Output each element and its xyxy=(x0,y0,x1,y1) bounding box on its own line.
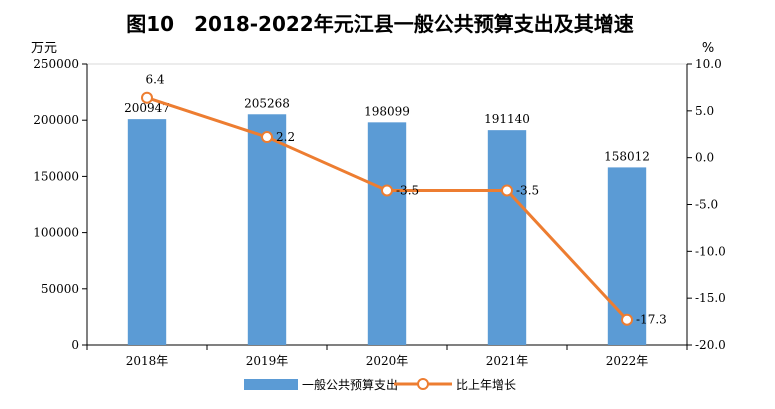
bar-labels: 200947 205268 198099 191140 158012 xyxy=(124,96,650,163)
bar xyxy=(367,122,407,345)
bar-series xyxy=(127,114,647,345)
line-labels: 6.4 2.2 -3.5 -3.5 -17.3 xyxy=(145,73,666,327)
right-tick-label: -15.0 xyxy=(695,291,726,305)
bar xyxy=(127,119,167,345)
x-tick-label: 2019年 xyxy=(246,354,289,368)
growth-value-label: -3.5 xyxy=(516,183,539,197)
legend: 一般公共预算支出 比上年增长 xyxy=(244,377,516,392)
legend-line-label: 比上年增长 xyxy=(456,378,516,392)
right-tick-label: -10.0 xyxy=(695,244,726,258)
bar-value-label: 158012 xyxy=(604,149,650,163)
growth-value-label: 2.2 xyxy=(276,130,295,144)
growth-value-label: 6.4 xyxy=(145,73,164,87)
bar-value-label: 205268 xyxy=(244,96,290,110)
bar-value-label: 200947 xyxy=(124,101,170,115)
right-axis-label: % xyxy=(702,41,714,56)
growth-value-label: -3.5 xyxy=(396,183,419,197)
chart-title: 图10 2018-2022年元江县一般公共预算支出及其增速 xyxy=(126,12,633,36)
bar xyxy=(487,130,527,345)
bar-value-label: 198099 xyxy=(364,104,410,118)
legend-bar-swatch xyxy=(244,379,298,390)
left-tick-label: 50000 xyxy=(41,282,79,296)
left-tick-label: 150000 xyxy=(33,169,79,183)
legend-bar-label: 一般公共预算支出 xyxy=(302,377,398,392)
right-tick-label: -5.0 xyxy=(695,198,718,212)
left-tick-label: 250000 xyxy=(33,57,79,71)
right-tick-label: 0.0 xyxy=(695,151,714,165)
growth-value-label: -17.3 xyxy=(636,313,667,327)
x-tick-label: 2020年 xyxy=(366,354,409,368)
x-tick-label: 2021年 xyxy=(486,354,529,368)
growth-point xyxy=(261,131,273,144)
legend-line-marker xyxy=(417,378,429,390)
right-tick-label: -20.0 xyxy=(695,338,726,352)
growth-point xyxy=(381,184,393,197)
right-axis-ticks: 10.0 5.0 0.0 -5.0 -10.0 -15.0 -20.0 xyxy=(687,57,726,352)
left-axis-ticks: 0 50000 100000 150000 200000 250000 xyxy=(33,57,87,352)
bar xyxy=(247,114,287,345)
x-axis-ticks: 2018年 2019年 2020年 2021年 2022年 xyxy=(86,345,688,368)
left-tick-label: 0 xyxy=(71,338,79,352)
left-axis-label: 万元 xyxy=(31,41,57,56)
growth-point xyxy=(501,184,513,197)
growth-point xyxy=(141,91,153,104)
line-series xyxy=(141,91,633,326)
x-tick-label: 2018年 xyxy=(126,354,169,368)
left-tick-label: 200000 xyxy=(33,113,79,127)
left-tick-label: 100000 xyxy=(33,226,79,240)
bar-value-label: 191140 xyxy=(484,112,530,126)
growth-point xyxy=(621,313,633,326)
right-tick-label: 5.0 xyxy=(695,104,714,118)
x-tick-label: 2022年 xyxy=(606,354,649,368)
right-tick-label: 10.0 xyxy=(695,57,722,71)
